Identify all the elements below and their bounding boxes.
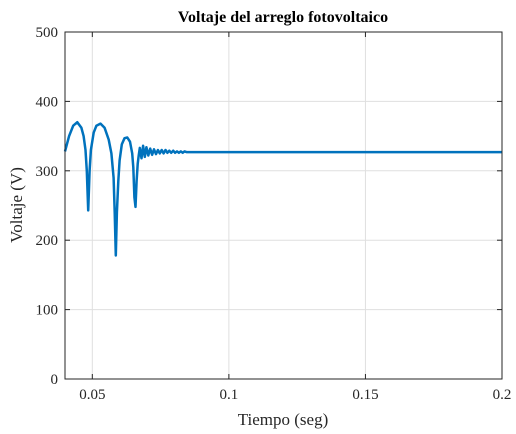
plot-frame xyxy=(64,31,503,380)
y-tick-label: 400 xyxy=(36,94,59,110)
x-tick-label: 0.05 xyxy=(79,387,105,403)
y-tick-label: 300 xyxy=(36,164,59,180)
data-series xyxy=(63,120,502,257)
x-tick-label: 0.1 xyxy=(220,387,239,403)
voltage-series-line xyxy=(63,120,502,257)
plot-area xyxy=(65,32,502,379)
y-tick-label: 0 xyxy=(51,372,59,388)
y-tick-label: 500 xyxy=(36,25,59,41)
y-axis-label: Voltaje (V) xyxy=(7,167,26,243)
x-axis-label: Tiempo (seg) xyxy=(238,410,329,429)
x-tick-label: 0.2 xyxy=(493,387,512,403)
x-tick-label: 0.15 xyxy=(352,387,378,403)
axis-ticks: 0.05 0.1 0.15 0.2 0 100 200 300 400 500 xyxy=(36,25,512,403)
y-tick-label: 200 xyxy=(36,233,59,249)
chart-title: Voltaje del arreglo fotovoltaico xyxy=(178,9,388,26)
y-tick-label: 100 xyxy=(36,303,59,319)
